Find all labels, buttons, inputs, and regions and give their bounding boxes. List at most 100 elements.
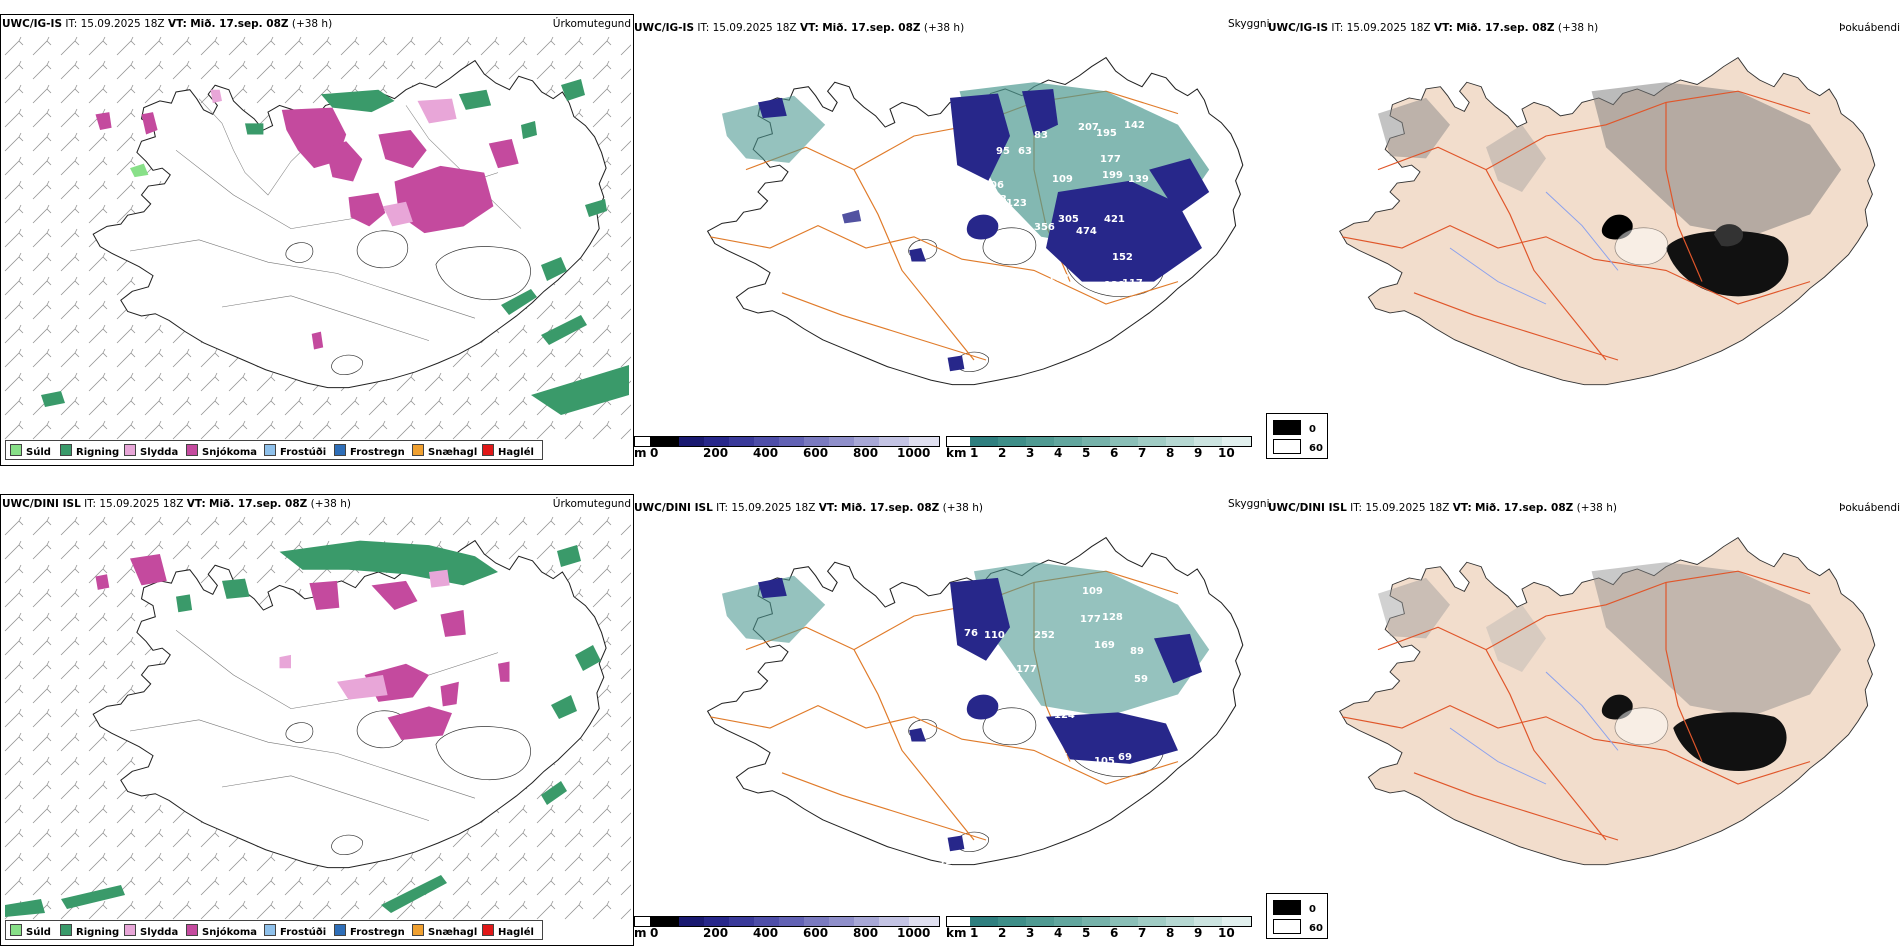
- panel-title: UWC/DINI ISL IT: 15.09.2025 18Z VT: Mið.…: [1268, 502, 1617, 514]
- fog-swatch: [1273, 439, 1301, 454]
- legend-item: Súld: [10, 924, 51, 938]
- vis-label: 198: [1054, 296, 1075, 307]
- init-time: 15.09.2025 18Z: [712, 22, 797, 34]
- cbar-tick: 400: [753, 926, 779, 940]
- fog-legend-item: 60: [1273, 919, 1323, 934]
- cbar-tick: 9: [1194, 446, 1203, 460]
- cbar-unit: m: [634, 446, 647, 460]
- panel-title: UWC/DINI ISL IT: 15.09.2025 18Z VT: Mið.…: [634, 502, 983, 514]
- vis-label: 86: [1020, 754, 1034, 765]
- lead-time: (+38 h): [923, 22, 965, 34]
- variable-title: Úrkomutegund: [552, 18, 631, 30]
- vis-label: 199: [1102, 170, 1123, 181]
- cbar-tick: 6: [1110, 926, 1119, 940]
- cbar-seg: [754, 917, 779, 926]
- vis-label: 177: [1080, 614, 1101, 625]
- vis-label: 59: [1134, 674, 1148, 685]
- lead-time: (+38 h): [310, 498, 351, 510]
- lead-time: (+38 h): [1576, 502, 1617, 514]
- cbar-seg: [879, 437, 909, 446]
- fog-swatch: [1273, 420, 1301, 435]
- cbar-seg: [1166, 917, 1194, 926]
- cbar-seg: [1222, 917, 1251, 926]
- legend-swatch: [482, 444, 494, 456]
- vis-label: 421: [1104, 214, 1125, 225]
- legend-item: Frostregn: [334, 444, 405, 458]
- cbar-seg: [779, 437, 804, 446]
- fog-panel: UWC/DINI ISL IT: 15.09.2025 18Z VT: Mið.…: [1266, 494, 1900, 944]
- cbar-tick: 4: [1054, 926, 1063, 940]
- vis-label: 06: [990, 180, 1004, 191]
- cbar-tick: 6: [1110, 446, 1119, 460]
- vis-label: 356: [1034, 222, 1055, 233]
- vis-label: 305: [1058, 214, 1079, 225]
- cbar-seg: [1026, 917, 1054, 926]
- vis-label: 177: [1100, 154, 1121, 165]
- precip-panel: UWC/DINI ISL IT: 15.09.2025 18Z VT: Mið.…: [0, 494, 634, 946]
- fog-swatch: [1273, 919, 1301, 934]
- legend-item: Rigning: [60, 444, 119, 458]
- cbar-seg: [704, 437, 729, 446]
- vis-label: 212: [1062, 782, 1083, 793]
- cbar-seg: [970, 437, 998, 446]
- vis-label: 152: [1112, 252, 1133, 263]
- init-time: 15.09.2025 18Z: [731, 502, 816, 514]
- valid-time: Mið. 17.sep. 08Z: [841, 502, 940, 514]
- valid-time: Mið. 17.sep. 08Z: [1456, 22, 1555, 34]
- cbar-tick: 800: [853, 446, 879, 460]
- vis-label: 80: [974, 672, 988, 683]
- cbar-tick: 1: [970, 926, 979, 940]
- cbar-seg: [1138, 437, 1166, 446]
- cbar-tick: 3: [1026, 926, 1035, 940]
- legend-swatch: [482, 924, 494, 936]
- cbar-seg: [1054, 917, 1082, 926]
- fog-map: [1338, 536, 1876, 866]
- vis-label: 162: [1004, 694, 1025, 705]
- row-igis: UWC/IG-IS IT: 15.09.2025 18Z VT: Mið. 17…: [0, 0, 1900, 470]
- cbar-seg: [1026, 437, 1054, 446]
- init-time: 15.09.2025 18Z: [99, 498, 184, 510]
- vis-label: 128: [1102, 612, 1123, 623]
- fog-legend-item: 0: [1273, 900, 1316, 915]
- cbar-seg: [879, 917, 909, 926]
- colorbar-km: [946, 916, 1252, 927]
- valid-time: Mið. 17.sep. 08Z: [1475, 502, 1574, 514]
- cbar-tick: 5: [1082, 926, 1091, 940]
- cbar-seg: [854, 437, 879, 446]
- cbar-seg: [829, 917, 854, 926]
- model-name: UWC/IG-IS: [634, 22, 695, 34]
- cbar-tick: 1000: [897, 446, 931, 460]
- cbar-seg: [679, 917, 704, 926]
- vis-label: 133: [986, 194, 1007, 205]
- cbar-seg: [650, 437, 679, 446]
- vis-label: 142: [1124, 120, 1145, 131]
- legend-item: Snjókoma: [186, 924, 257, 938]
- vis-label: 177: [1016, 664, 1037, 675]
- panel-title: UWC/IG-IS IT: 15.09.2025 18Z VT: Mið. 17…: [2, 18, 333, 30]
- cbar-seg: [754, 437, 779, 446]
- vis-label: 109: [1052, 174, 1073, 185]
- variable-title: Úrkomutegund: [552, 498, 631, 510]
- vis-label: 138: [1104, 280, 1125, 291]
- cbar-seg: [729, 437, 754, 446]
- valid-time: Mið. 17.sep. 08Z: [190, 18, 289, 30]
- vis-label: 110: [984, 630, 1005, 641]
- vis-label: 69: [1118, 752, 1132, 763]
- init-time: 15.09.2025 18Z: [1365, 502, 1450, 514]
- init-time: 15.09.2025 18Z: [80, 18, 165, 30]
- vis-label: 133: [1000, 672, 1021, 683]
- cbar-tick: 8: [1166, 926, 1175, 940]
- legend-item: Rigning: [60, 924, 119, 938]
- vis-label: 110: [856, 740, 877, 751]
- legend-item: Frostregn: [334, 924, 405, 938]
- vis-label: 195: [1096, 128, 1117, 139]
- cbar-seg: [854, 917, 879, 926]
- vis-label: 105: [1094, 756, 1115, 767]
- fog-legend: 0 60: [1266, 413, 1328, 459]
- cbar-seg: [1054, 437, 1082, 446]
- vis-label: 84: [1020, 282, 1034, 293]
- fog-legend-item: 60: [1273, 439, 1323, 454]
- panel-title: UWC/IG-IS IT: 15.09.2025 18Z VT: Mið. 17…: [1268, 22, 1599, 34]
- cbar-seg: [1082, 917, 1110, 926]
- legend-swatch: [186, 444, 198, 456]
